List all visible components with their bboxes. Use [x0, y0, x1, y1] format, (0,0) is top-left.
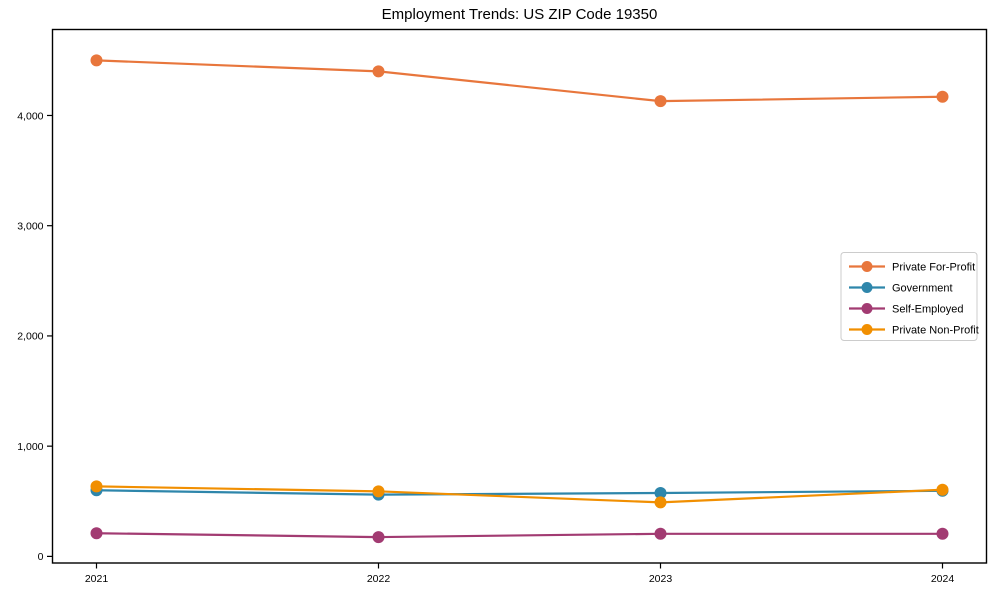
- y-tick-label: 3,000: [17, 221, 43, 233]
- y-tick-label: 1,000: [17, 441, 43, 453]
- chart-title: Employment Trends: US ZIP Code 19350: [381, 6, 658, 23]
- data-point-marker: [90, 54, 103, 67]
- data-point-marker: [654, 487, 667, 500]
- legend-item: Private Non-Profit: [849, 324, 979, 336]
- series-line: [95, 532, 944, 539]
- series-line: [95, 485, 944, 504]
- legend-sample-marker: [861, 282, 873, 293]
- legend-sample-marker: [861, 303, 873, 314]
- data-point-marker: [90, 527, 103, 540]
- data-point-marker: [936, 90, 949, 103]
- data-point-marker: [654, 95, 667, 108]
- legend-item: Government: [849, 282, 953, 294]
- axes-frame: [51, 28, 988, 564]
- data-point-marker: [372, 65, 385, 78]
- legend-item: Private For-Profit: [849, 261, 975, 273]
- series-line: [95, 59, 944, 103]
- x-tick-label: 2023: [649, 573, 673, 585]
- legend-label: Self-Employed: [892, 303, 964, 315]
- plot-group: 0 1,000 2,000 3,000 4,000 2021 2022 2023 2024 Pri…: [17, 28, 988, 585]
- legend-sample-marker: [861, 261, 873, 272]
- x-tick-label: 2022: [367, 573, 391, 585]
- legend-box: [840, 252, 978, 341]
- data-point-marker: [654, 527, 667, 540]
- data-point-marker: [372, 531, 385, 544]
- data-point-marker: [90, 480, 103, 493]
- series-line: [95, 489, 944, 496]
- data-point-marker: [936, 483, 949, 496]
- legend-sample-marker: [861, 324, 873, 335]
- legend: Private For-Profit Government Self-Employe…: [840, 252, 979, 341]
- legend-label: Government: [892, 282, 953, 294]
- data-point-marker: [654, 496, 667, 509]
- x-tick-label: 2024: [931, 573, 955, 585]
- legend-item: Self-Employed: [849, 303, 964, 315]
- legend-label: Private For-Profit: [892, 261, 975, 273]
- data-point-marker: [936, 527, 949, 540]
- y-tick-label: 4,000: [17, 110, 43, 122]
- legend-label: Private Non-Profit: [892, 324, 979, 336]
- y-tick-label: 2,000: [17, 331, 43, 343]
- x-tick-label: 2021: [85, 573, 109, 585]
- data-point-marker: [372, 485, 385, 498]
- y-tick-label: 0: [38, 551, 44, 563]
